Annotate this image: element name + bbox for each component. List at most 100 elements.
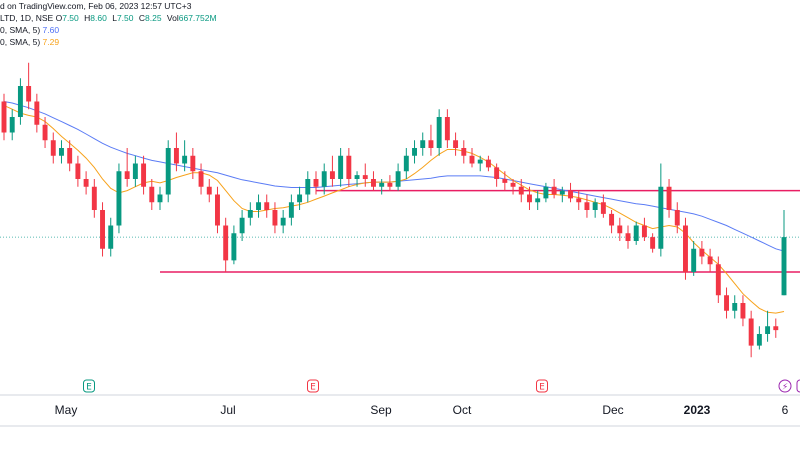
candle-body [395, 171, 401, 187]
candle-body [190, 155, 196, 172]
candle [59, 140, 64, 164]
candle [9, 109, 15, 141]
sma2-row: 0, SMA, 5) 7.29 [0, 36, 220, 48]
candle [256, 194, 261, 218]
candle-body [223, 225, 229, 261]
candle [67, 140, 73, 172]
candle-body [600, 202, 606, 214]
event-marker: E [307, 379, 319, 393]
candle [149, 179, 155, 210]
candle-body [444, 117, 450, 141]
candle [223, 217, 229, 272]
candle-body [658, 186, 664, 249]
candle-body [173, 148, 179, 164]
sma2-label: 0, SMA, 5) [0, 37, 41, 47]
candle-body [617, 225, 623, 234]
axis-tick-label: Sep [370, 403, 392, 417]
candle [502, 171, 508, 191]
candle [461, 140, 467, 164]
candle-body [387, 182, 393, 187]
candle-body [773, 326, 779, 331]
candles [1, 62, 787, 358]
candle [34, 93, 40, 133]
candle [305, 171, 311, 203]
candle [182, 140, 188, 172]
candle-body [206, 186, 212, 195]
candle-body [34, 101, 40, 125]
high-label: H [84, 13, 91, 23]
candle-body [420, 140, 426, 148]
candle [765, 310, 771, 342]
close-label: C [138, 13, 145, 23]
axis-tick-label: May [55, 403, 78, 417]
candle-body [182, 155, 188, 164]
candle-body [215, 194, 220, 226]
candle [247, 202, 253, 226]
ohlc-row: LTD, 1D, NSE O7.50 H8.60 L7.50 C8.25 Vol… [0, 12, 220, 24]
candle [485, 155, 491, 172]
candle-body [584, 202, 590, 210]
candle [543, 182, 549, 203]
candle [748, 310, 754, 358]
candle [666, 179, 672, 218]
candle [781, 210, 787, 296]
sma1-label: 0, SMA, 5) [0, 25, 41, 35]
candle-body [132, 163, 138, 179]
axis-tick-label: Dec [602, 403, 623, 417]
candle-body [683, 225, 688, 272]
candle-body [461, 148, 467, 156]
candle-body [157, 194, 163, 203]
candle-body [543, 186, 549, 199]
candle-body [559, 190, 565, 195]
candle [91, 179, 97, 218]
candle-body [108, 225, 114, 249]
candle [173, 132, 179, 172]
candle-body [379, 182, 385, 187]
candle [354, 171, 360, 187]
attribution-row: d on TradingView.com, Feb 06, 2023 12:57… [0, 0, 220, 12]
candle-body [9, 117, 15, 133]
candle [1, 93, 7, 141]
candle [108, 217, 114, 257]
candle-body [551, 186, 557, 195]
candle-body [272, 210, 278, 226]
event-label: E [539, 383, 545, 393]
sma-lines [3, 101, 785, 314]
candle [141, 155, 147, 195]
volume-value: 667.752M [178, 13, 217, 23]
candle [436, 109, 442, 156]
event-label: E [310, 383, 316, 393]
candle-body [707, 256, 713, 265]
candle-body [141, 163, 147, 187]
candle [17, 78, 23, 125]
candle-body [436, 117, 442, 148]
candle-body [100, 210, 105, 249]
candle-body [633, 225, 639, 241]
candle [641, 217, 647, 241]
candle-body [477, 159, 483, 164]
candle-body [674, 210, 680, 226]
lightning-icon [778, 379, 792, 393]
candle-body [740, 303, 746, 319]
candle-body [231, 233, 237, 261]
candle [42, 117, 48, 148]
candle-body [59, 148, 64, 156]
candle-body [485, 159, 491, 168]
candle [715, 256, 721, 303]
candle-body [329, 171, 335, 179]
candle [329, 155, 335, 187]
candle [559, 186, 565, 203]
earnings-icon [536, 379, 548, 393]
candle-body [650, 237, 656, 249]
event-marker: E [83, 379, 95, 393]
candle [535, 190, 541, 210]
candle-body [781, 237, 787, 296]
sma1-row: 0, SMA, 5) 7.60 [0, 24, 220, 36]
candle [568, 182, 573, 203]
candle [469, 148, 475, 168]
candle [600, 194, 606, 218]
candle [50, 132, 56, 164]
candle-body [247, 210, 253, 218]
candle [699, 241, 705, 265]
